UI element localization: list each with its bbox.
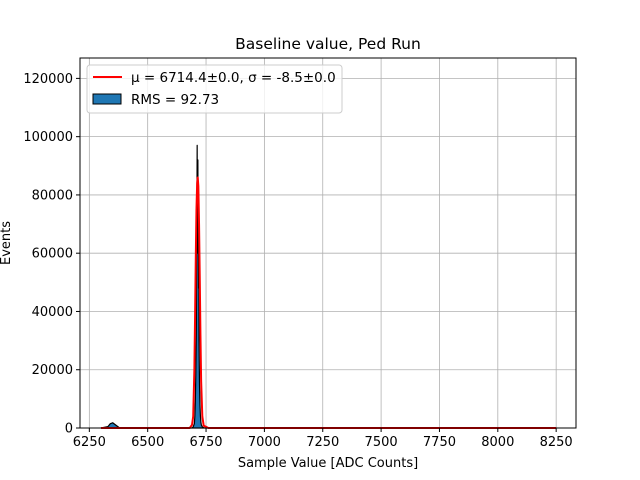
legend-box [86, 64, 343, 114]
x-tick-label: 6500 [131, 435, 164, 450]
legend-hist-swatch [92, 93, 122, 105]
legend-hist-label: RMS = 92.73 [131, 92, 219, 108]
x-tick-label: 7250 [306, 435, 339, 450]
y-tick-label: 120000 [23, 72, 73, 87]
y-tick-label: 40000 [32, 305, 73, 320]
x-tick-label: 6750 [189, 435, 222, 450]
x-axis-label: Sample Value [ADC Counts] [238, 456, 418, 471]
x-axis-ticks: 6250 6500 6750 7000 7250 7500 7750 8000 8250 [73, 428, 573, 450]
x-tick-label: 7500 [365, 435, 398, 450]
x-tick-label: 8250 [540, 435, 573, 450]
legend-fit-label: μ = 6714.4±0.0, σ = -8.5±0.0 [131, 70, 336, 86]
y-tick-label: 60000 [32, 247, 73, 262]
legend: μ = 6714.4±0.0, σ = -8.5±0.0 RMS = 92.73 [86, 64, 343, 114]
y-tick-label: 20000 [32, 363, 73, 378]
y-tick-label: 80000 [32, 188, 73, 203]
x-tick-label: 6250 [73, 435, 106, 450]
chart-title: Baseline value, Ped Run [235, 35, 421, 53]
y-tick-label: 100000 [23, 130, 73, 145]
gaussian-fit [101, 176, 557, 429]
x-tick-label: 8000 [481, 435, 514, 450]
y-axis-ticks: 0 20000 40000 60000 80000 100000 120000 [23, 72, 80, 437]
y-tick-label: 0 [65, 422, 73, 437]
y-axis-label: Events [0, 221, 14, 265]
fit-curve [101, 176, 557, 429]
x-tick-label: 7750 [423, 435, 456, 450]
plot-frame [79, 57, 577, 429]
x-tick-label: 7000 [248, 435, 281, 450]
